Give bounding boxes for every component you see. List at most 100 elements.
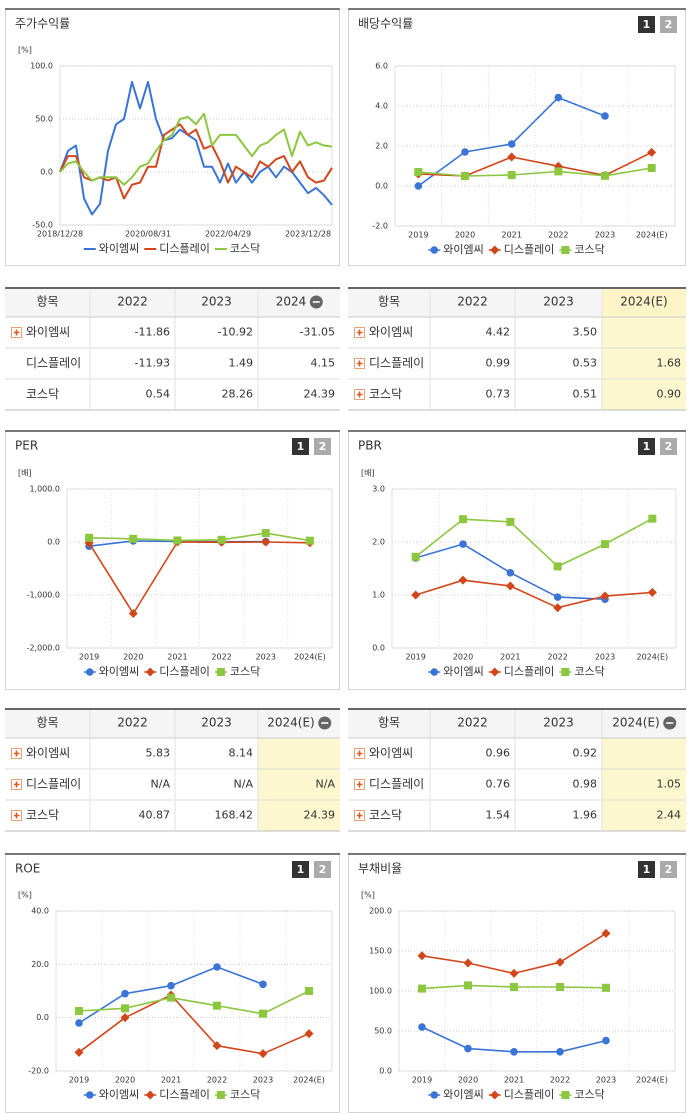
x-tick-label: 2020 xyxy=(455,231,475,240)
series-line xyxy=(415,579,653,609)
tab-button[interactable] xyxy=(292,861,309,878)
cell-value: 8.14 xyxy=(229,747,254,760)
tab-button-label[interactable]: 1 xyxy=(297,440,305,453)
y-tick-label: 0.0 xyxy=(47,538,60,547)
y-tick-label: 6.0 xyxy=(375,62,388,71)
panel-title: PER xyxy=(15,439,38,453)
x-tick-label: 2020 xyxy=(458,1076,478,1085)
cell-value: 0.92 xyxy=(573,747,598,760)
cell-value: 4.42 xyxy=(486,326,511,339)
tab-button-label[interactable]: 1 xyxy=(297,863,305,876)
x-tick-label: 2018/12/28 xyxy=(37,230,83,239)
tab-button-label[interactable]: 1 xyxy=(643,18,651,31)
y-tick-label: -20.0 xyxy=(28,1067,49,1076)
tab-button[interactable] xyxy=(292,438,309,455)
point xyxy=(121,989,129,998)
x-tick-label: 2022 xyxy=(207,1076,227,1085)
point xyxy=(464,1044,472,1053)
y-tick-label: 150.0 xyxy=(369,947,392,956)
tab-button-label[interactable]: 2 xyxy=(665,18,673,31)
y-tick-label: -50.0 xyxy=(32,221,53,230)
legend-label: 코스닥 xyxy=(230,242,260,255)
point xyxy=(167,981,175,990)
y-tick-label: 0.0 xyxy=(372,644,385,653)
point xyxy=(647,587,657,597)
tab-button-label[interactable]: 1 xyxy=(643,863,651,876)
legend-label: 와이엠씨 xyxy=(443,665,483,678)
x-tick-label: 2020/08/31 xyxy=(125,230,171,239)
cell-value: 1.96 xyxy=(573,809,598,822)
y-tick-label: 3.0 xyxy=(372,485,385,494)
y-tick-label: 4.0 xyxy=(375,102,388,111)
row-label: 와이엠씨 xyxy=(369,746,413,760)
point xyxy=(602,1036,610,1045)
y-unit: [%] xyxy=(18,46,32,55)
series-line xyxy=(89,532,311,542)
point xyxy=(464,981,472,990)
point xyxy=(213,963,221,971)
row-label: 와이엠씨 xyxy=(26,746,70,760)
expand-icon-plus xyxy=(14,750,20,757)
table-header: 2022 xyxy=(457,716,488,730)
point xyxy=(601,540,609,549)
point xyxy=(259,1009,267,1018)
series-line xyxy=(418,167,652,177)
cell-value: -31.05 xyxy=(300,326,335,339)
tab-button[interactable] xyxy=(638,438,655,455)
tab-button[interactable] xyxy=(314,438,331,455)
legend-marker xyxy=(216,668,225,676)
x-tick-label: 2024(E) xyxy=(637,653,669,662)
point xyxy=(85,533,94,542)
tab-button[interactable] xyxy=(660,861,677,878)
cell-value: 28.26 xyxy=(222,388,254,401)
point xyxy=(259,980,267,989)
y-tick-label: -1,000.0 xyxy=(27,591,60,600)
cell-value: 1.68 xyxy=(657,357,682,370)
x-tick-label: 2023 xyxy=(256,653,276,662)
tab-button-label[interactable]: 2 xyxy=(665,440,673,453)
point xyxy=(258,1049,268,1059)
tab-button-label[interactable]: 2 xyxy=(665,863,673,876)
point xyxy=(417,951,427,961)
point xyxy=(554,93,563,102)
tab-button[interactable] xyxy=(638,16,655,33)
panel xyxy=(5,430,340,690)
x-tick-label: 2019 xyxy=(79,653,99,662)
cell-value: -11.93 xyxy=(135,357,170,370)
cell-value: N/A xyxy=(151,778,171,791)
x-tick-label: 2022/04/29 xyxy=(205,230,251,239)
y-tick-label: 0.0 xyxy=(379,1067,392,1076)
y-tick-label: -2,000.0 xyxy=(27,644,60,653)
cell-value: 1.49 xyxy=(229,357,254,370)
legend-label: 와이엠씨 xyxy=(99,665,139,678)
point xyxy=(554,167,563,176)
row-label: 와이엠씨 xyxy=(26,325,70,339)
x-tick-label: 2023 xyxy=(596,1076,616,1085)
table-header: 2022 xyxy=(457,295,488,309)
point xyxy=(505,581,515,591)
legend-label: 와이엠씨 xyxy=(99,242,139,255)
point xyxy=(601,112,609,120)
tab-button-label[interactable]: 2 xyxy=(319,440,327,453)
x-tick-label: 2022 xyxy=(211,653,231,662)
point xyxy=(509,968,519,978)
x-tick-label: 2023 xyxy=(595,231,615,240)
y-tick-label: 100.0 xyxy=(369,987,392,996)
point xyxy=(510,1048,518,1056)
tab-button[interactable] xyxy=(660,438,677,455)
series-line xyxy=(59,80,333,216)
x-tick-label: 2021 xyxy=(500,653,520,662)
point xyxy=(120,1013,130,1023)
panel-title: ROE xyxy=(15,862,40,876)
tab-button-label[interactable]: 2 xyxy=(319,863,327,876)
tab-button-label[interactable]: 1 xyxy=(643,440,651,453)
tab-button[interactable] xyxy=(314,861,331,878)
y-tick-label: 40.0 xyxy=(31,907,49,916)
point xyxy=(414,168,423,176)
row-label: 와이엠씨 xyxy=(369,325,413,339)
x-tick-label: 2024(E) xyxy=(294,653,326,662)
tab-button[interactable] xyxy=(660,16,677,33)
tab-button[interactable] xyxy=(638,861,655,878)
point xyxy=(129,534,138,543)
table-header: 2024 xyxy=(276,295,307,309)
